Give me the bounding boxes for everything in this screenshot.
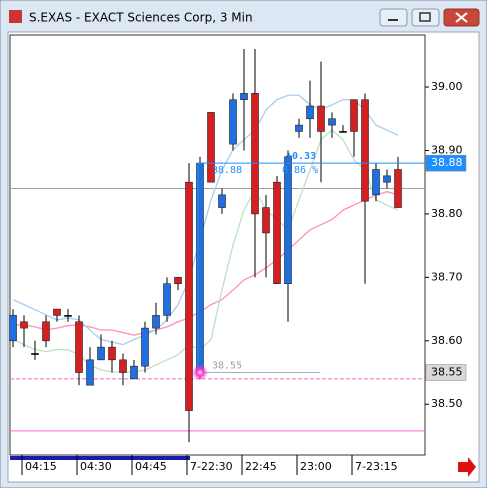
candle-body [53, 308, 61, 316]
candle-body [394, 169, 402, 208]
window-title: S.EXAS - EXACT Sciences Corp, 3 Min [29, 11, 253, 25]
x-tick-label: 23:00 [300, 460, 332, 473]
measure-to-label: 38.88 [212, 165, 242, 176]
candle-body [31, 353, 39, 355]
price-tag-label: 38.55 [431, 366, 463, 379]
candle-body [119, 359, 127, 373]
candle-body [339, 131, 347, 133]
candle-body [185, 181, 193, 411]
close-icon [455, 12, 468, 23]
candle-body [229, 99, 237, 145]
candle-body [350, 99, 358, 132]
measure-percent: 0.86 % [282, 165, 318, 176]
candle-body [262, 207, 270, 234]
candle-body [20, 321, 28, 329]
minimize-button[interactable] [379, 8, 408, 27]
x-tick-label: 04:30 [80, 460, 112, 473]
x-tick-label: 04:45 [135, 460, 167, 473]
candle-body [108, 346, 116, 361]
price-tag [425, 154, 467, 172]
candle-body [42, 321, 50, 342]
candle-body [372, 169, 380, 196]
y-tick-label: 39.00 [431, 80, 463, 93]
candle-body [317, 105, 325, 132]
plot: 38.50 38.60 38.70 38.80 38.90 39.00 04:15 04:30… [9, 48, 467, 475]
candle-body [64, 315, 72, 317]
maximize-icon [419, 12, 431, 22]
candle-body [284, 156, 292, 285]
x-tick-label: 22:45 [245, 460, 277, 473]
y-tick-label: 38.80 [431, 207, 463, 220]
scroll-bar [10, 456, 190, 460]
x-tick-label: 7-22:30 [190, 460, 233, 473]
y-tick-label: 38.90 [431, 143, 463, 156]
x-tick-label: 7-23:15 [355, 460, 398, 473]
candle-body [174, 277, 182, 285]
app-icon [9, 10, 22, 23]
candle-body [306, 105, 314, 120]
measure-change: +0.33 [286, 151, 316, 162]
candle-body [295, 124, 303, 132]
y-tick-label: 38.60 [431, 334, 463, 347]
moving-average-line [12, 94, 399, 346]
candle-body [240, 93, 248, 101]
candle-body [152, 315, 160, 329]
candle-body [207, 112, 215, 183]
scroll-arrow[interactable] [458, 457, 476, 477]
price-tag [425, 364, 467, 381]
candle-body [328, 118, 336, 126]
candle-body [130, 365, 138, 380]
candle-body [361, 99, 369, 202]
candle-body [97, 346, 105, 361]
maximize-button[interactable] [411, 8, 440, 27]
measure-marker [192, 364, 208, 381]
candle-body [141, 327, 149, 367]
candle-body [273, 181, 281, 285]
candle-body [86, 359, 94, 386]
candle-body [251, 93, 259, 215]
candle-body [218, 194, 226, 208]
measure-from-label: 38.55 [212, 361, 242, 372]
y-tick-label: 38.50 [431, 397, 463, 410]
candle-body [75, 321, 83, 373]
candle-body [9, 315, 17, 342]
plot-area [9, 34, 426, 456]
candle-body [383, 175, 391, 183]
price-tag-label: 38.88 [431, 156, 463, 169]
candle-body [163, 283, 171, 316]
y-tick-label: 38.70 [431, 270, 463, 283]
x-tick-label: 04:15 [25, 460, 57, 473]
